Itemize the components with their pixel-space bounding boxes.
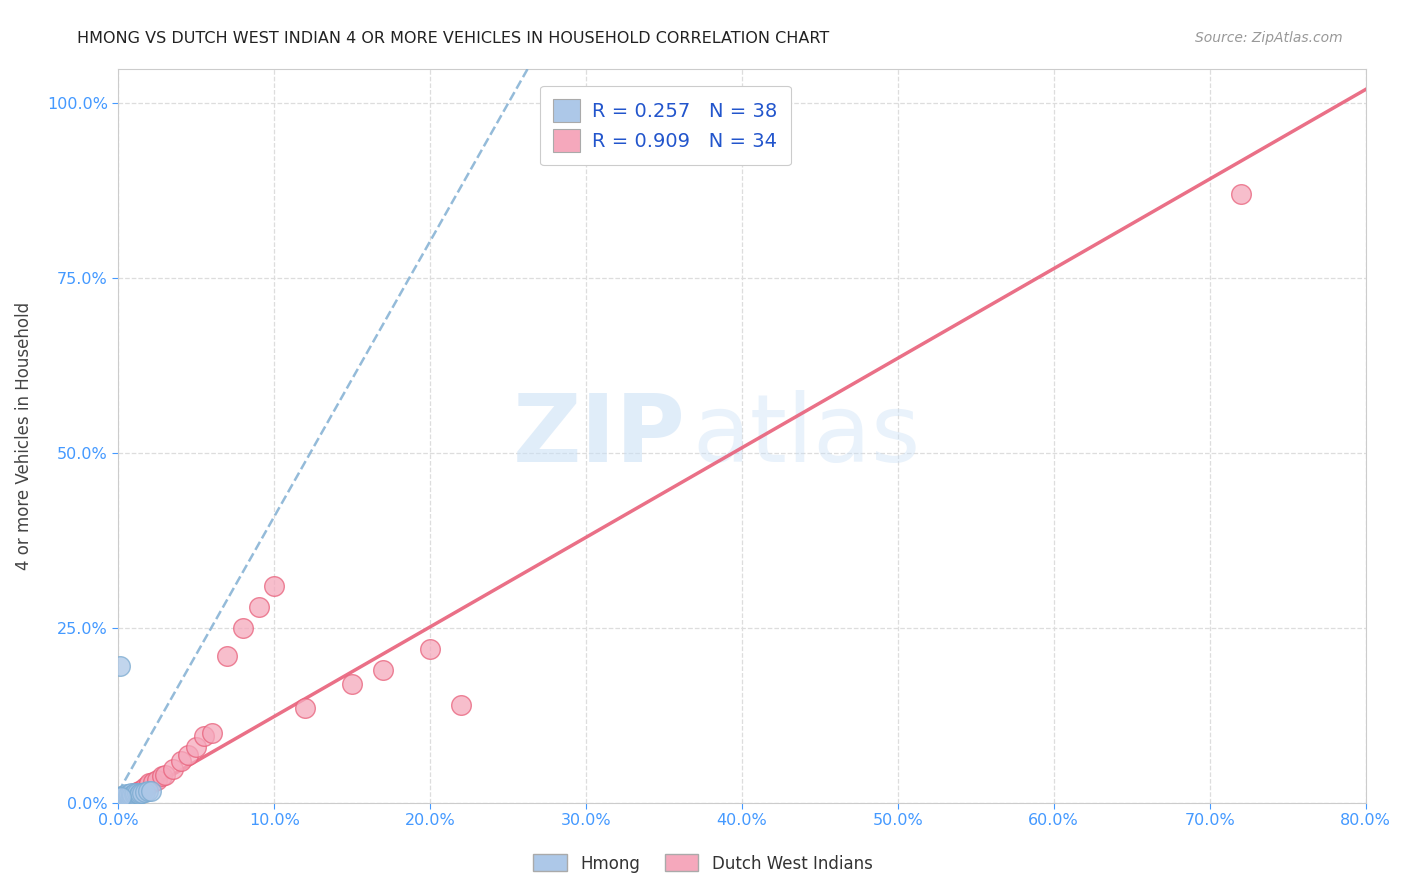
Point <box>117 789 139 804</box>
Point <box>186 739 208 754</box>
Legend: Hmong, Dutch West Indians: Hmong, Dutch West Indians <box>527 847 879 880</box>
Point <box>120 787 142 801</box>
Point <box>118 789 141 804</box>
Point <box>193 729 215 743</box>
Y-axis label: 4 or more Vehicles in Household: 4 or more Vehicles in Household <box>15 301 32 570</box>
Point <box>110 790 132 805</box>
Point <box>108 793 131 807</box>
Point <box>110 793 132 807</box>
Point <box>115 789 138 803</box>
Point <box>419 641 441 656</box>
Text: Source: ZipAtlas.com: Source: ZipAtlas.com <box>1195 31 1343 45</box>
Point <box>232 621 254 635</box>
Point <box>294 701 316 715</box>
Point <box>115 791 138 805</box>
Point <box>134 780 156 794</box>
Point <box>108 659 131 673</box>
Point <box>120 789 142 803</box>
Point <box>114 789 136 803</box>
Point <box>201 725 224 739</box>
Text: atlas: atlas <box>692 390 921 482</box>
Point <box>114 791 136 805</box>
Point <box>128 784 150 798</box>
Point <box>138 776 160 790</box>
Point <box>122 787 145 801</box>
Point <box>120 789 142 803</box>
Point <box>111 792 134 806</box>
Point <box>110 789 132 804</box>
Point <box>110 789 132 803</box>
Point <box>111 789 134 804</box>
Point <box>117 789 139 804</box>
Point <box>169 754 191 768</box>
Point <box>115 790 138 805</box>
Point <box>134 785 156 799</box>
Point <box>108 793 131 807</box>
Point <box>146 773 169 788</box>
Point <box>125 785 148 799</box>
Point <box>139 783 162 797</box>
Point <box>142 774 165 789</box>
Point <box>121 788 143 802</box>
Point <box>114 789 136 804</box>
Point <box>340 676 363 690</box>
Point <box>124 787 146 801</box>
Point <box>128 787 150 801</box>
Point <box>150 769 173 783</box>
Point <box>136 778 159 792</box>
Point <box>132 781 155 796</box>
Point <box>111 790 134 805</box>
Point <box>162 762 184 776</box>
Point <box>111 789 134 803</box>
Point <box>115 787 138 801</box>
Point <box>108 794 131 808</box>
Point <box>114 792 136 806</box>
Point <box>263 579 285 593</box>
Point <box>125 786 148 800</box>
Point <box>1230 187 1253 202</box>
Point <box>450 698 472 712</box>
Text: HMONG VS DUTCH WEST INDIAN 4 OR MORE VEHICLES IN HOUSEHOLD CORRELATION CHART: HMONG VS DUTCH WEST INDIAN 4 OR MORE VEH… <box>77 31 830 46</box>
Point <box>108 791 131 805</box>
Text: ZIP: ZIP <box>513 390 686 482</box>
Point <box>153 767 176 781</box>
Point <box>118 789 141 804</box>
Point <box>110 792 132 806</box>
Legend: R = 0.257   N = 38, R = 0.909   N = 34: R = 0.257 N = 38, R = 0.909 N = 34 <box>540 86 792 166</box>
Point <box>108 792 131 806</box>
Point <box>118 787 141 801</box>
Point <box>122 787 145 801</box>
Point <box>117 788 139 802</box>
Point <box>129 787 152 801</box>
Point <box>217 648 239 663</box>
Point <box>110 789 132 804</box>
Point <box>131 783 153 797</box>
Point <box>136 784 159 798</box>
Point <box>177 747 200 762</box>
Point <box>373 663 395 677</box>
Point <box>131 786 153 800</box>
Point <box>247 599 270 614</box>
Point <box>121 788 143 802</box>
